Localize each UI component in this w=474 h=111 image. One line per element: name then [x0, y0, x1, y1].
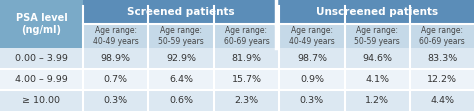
Bar — [410, 24, 474, 48]
Text: 98.9%: 98.9% — [100, 54, 131, 63]
Bar — [279, 69, 345, 90]
Text: 1.2%: 1.2% — [365, 96, 389, 105]
Bar — [83, 90, 148, 111]
Bar — [0, 0, 83, 48]
Text: PSA level
(ng/ml): PSA level (ng/ml) — [16, 13, 67, 35]
Text: 92.9%: 92.9% — [166, 54, 196, 63]
Text: Screened patients: Screened patients — [127, 7, 235, 17]
Bar — [83, 24, 148, 48]
Text: 4.00 – 9.99: 4.00 – 9.99 — [15, 75, 68, 84]
Bar — [279, 90, 345, 111]
Text: 15.7%: 15.7% — [231, 75, 262, 84]
Bar — [410, 90, 474, 111]
Bar — [0, 69, 83, 90]
Text: 83.3%: 83.3% — [427, 54, 457, 63]
Bar — [279, 24, 345, 48]
Text: Age range:
50-59 years: Age range: 50-59 years — [158, 26, 204, 46]
Text: Age range:
50-59 years: Age range: 50-59 years — [355, 26, 400, 46]
Text: 6.4%: 6.4% — [169, 75, 193, 84]
Text: Age range:
40-49 years: Age range: 40-49 years — [93, 26, 138, 46]
Bar — [83, 0, 279, 24]
Bar — [214, 48, 279, 69]
Bar — [279, 48, 345, 69]
Text: 94.6%: 94.6% — [362, 54, 392, 63]
Text: Unscreened patients: Unscreened patients — [316, 7, 438, 17]
Bar — [148, 48, 214, 69]
Bar — [345, 90, 410, 111]
Text: 0.3%: 0.3% — [300, 96, 324, 105]
Bar — [214, 90, 279, 111]
Bar — [0, 48, 83, 69]
Text: Age range:
60-69 years: Age range: 60-69 years — [224, 26, 269, 46]
Bar — [214, 24, 279, 48]
Bar — [148, 24, 214, 48]
Bar — [214, 69, 279, 90]
Text: ≥ 10.00: ≥ 10.00 — [22, 96, 61, 105]
Bar — [0, 90, 83, 111]
Bar — [83, 48, 148, 69]
Bar — [279, 0, 474, 24]
Bar — [410, 69, 474, 90]
Text: 4.1%: 4.1% — [365, 75, 389, 84]
Bar — [83, 69, 148, 90]
Text: 2.3%: 2.3% — [235, 96, 258, 105]
Bar — [345, 48, 410, 69]
Bar — [345, 24, 410, 48]
Text: 12.2%: 12.2% — [427, 75, 457, 84]
Text: Age range:
40-49 years: Age range: 40-49 years — [289, 26, 335, 46]
Text: 0.00 – 3.99: 0.00 – 3.99 — [15, 54, 68, 63]
Bar — [148, 69, 214, 90]
Text: 0.3%: 0.3% — [104, 96, 128, 105]
Bar — [410, 48, 474, 69]
Text: 0.7%: 0.7% — [104, 75, 128, 84]
Text: 98.7%: 98.7% — [297, 54, 327, 63]
Bar — [148, 90, 214, 111]
Text: 81.9%: 81.9% — [231, 54, 262, 63]
Text: Age range:
60-69 years: Age range: 60-69 years — [419, 26, 465, 46]
Text: 0.9%: 0.9% — [300, 75, 324, 84]
Bar — [345, 69, 410, 90]
Text: 4.4%: 4.4% — [430, 96, 454, 105]
Text: 0.6%: 0.6% — [169, 96, 193, 105]
